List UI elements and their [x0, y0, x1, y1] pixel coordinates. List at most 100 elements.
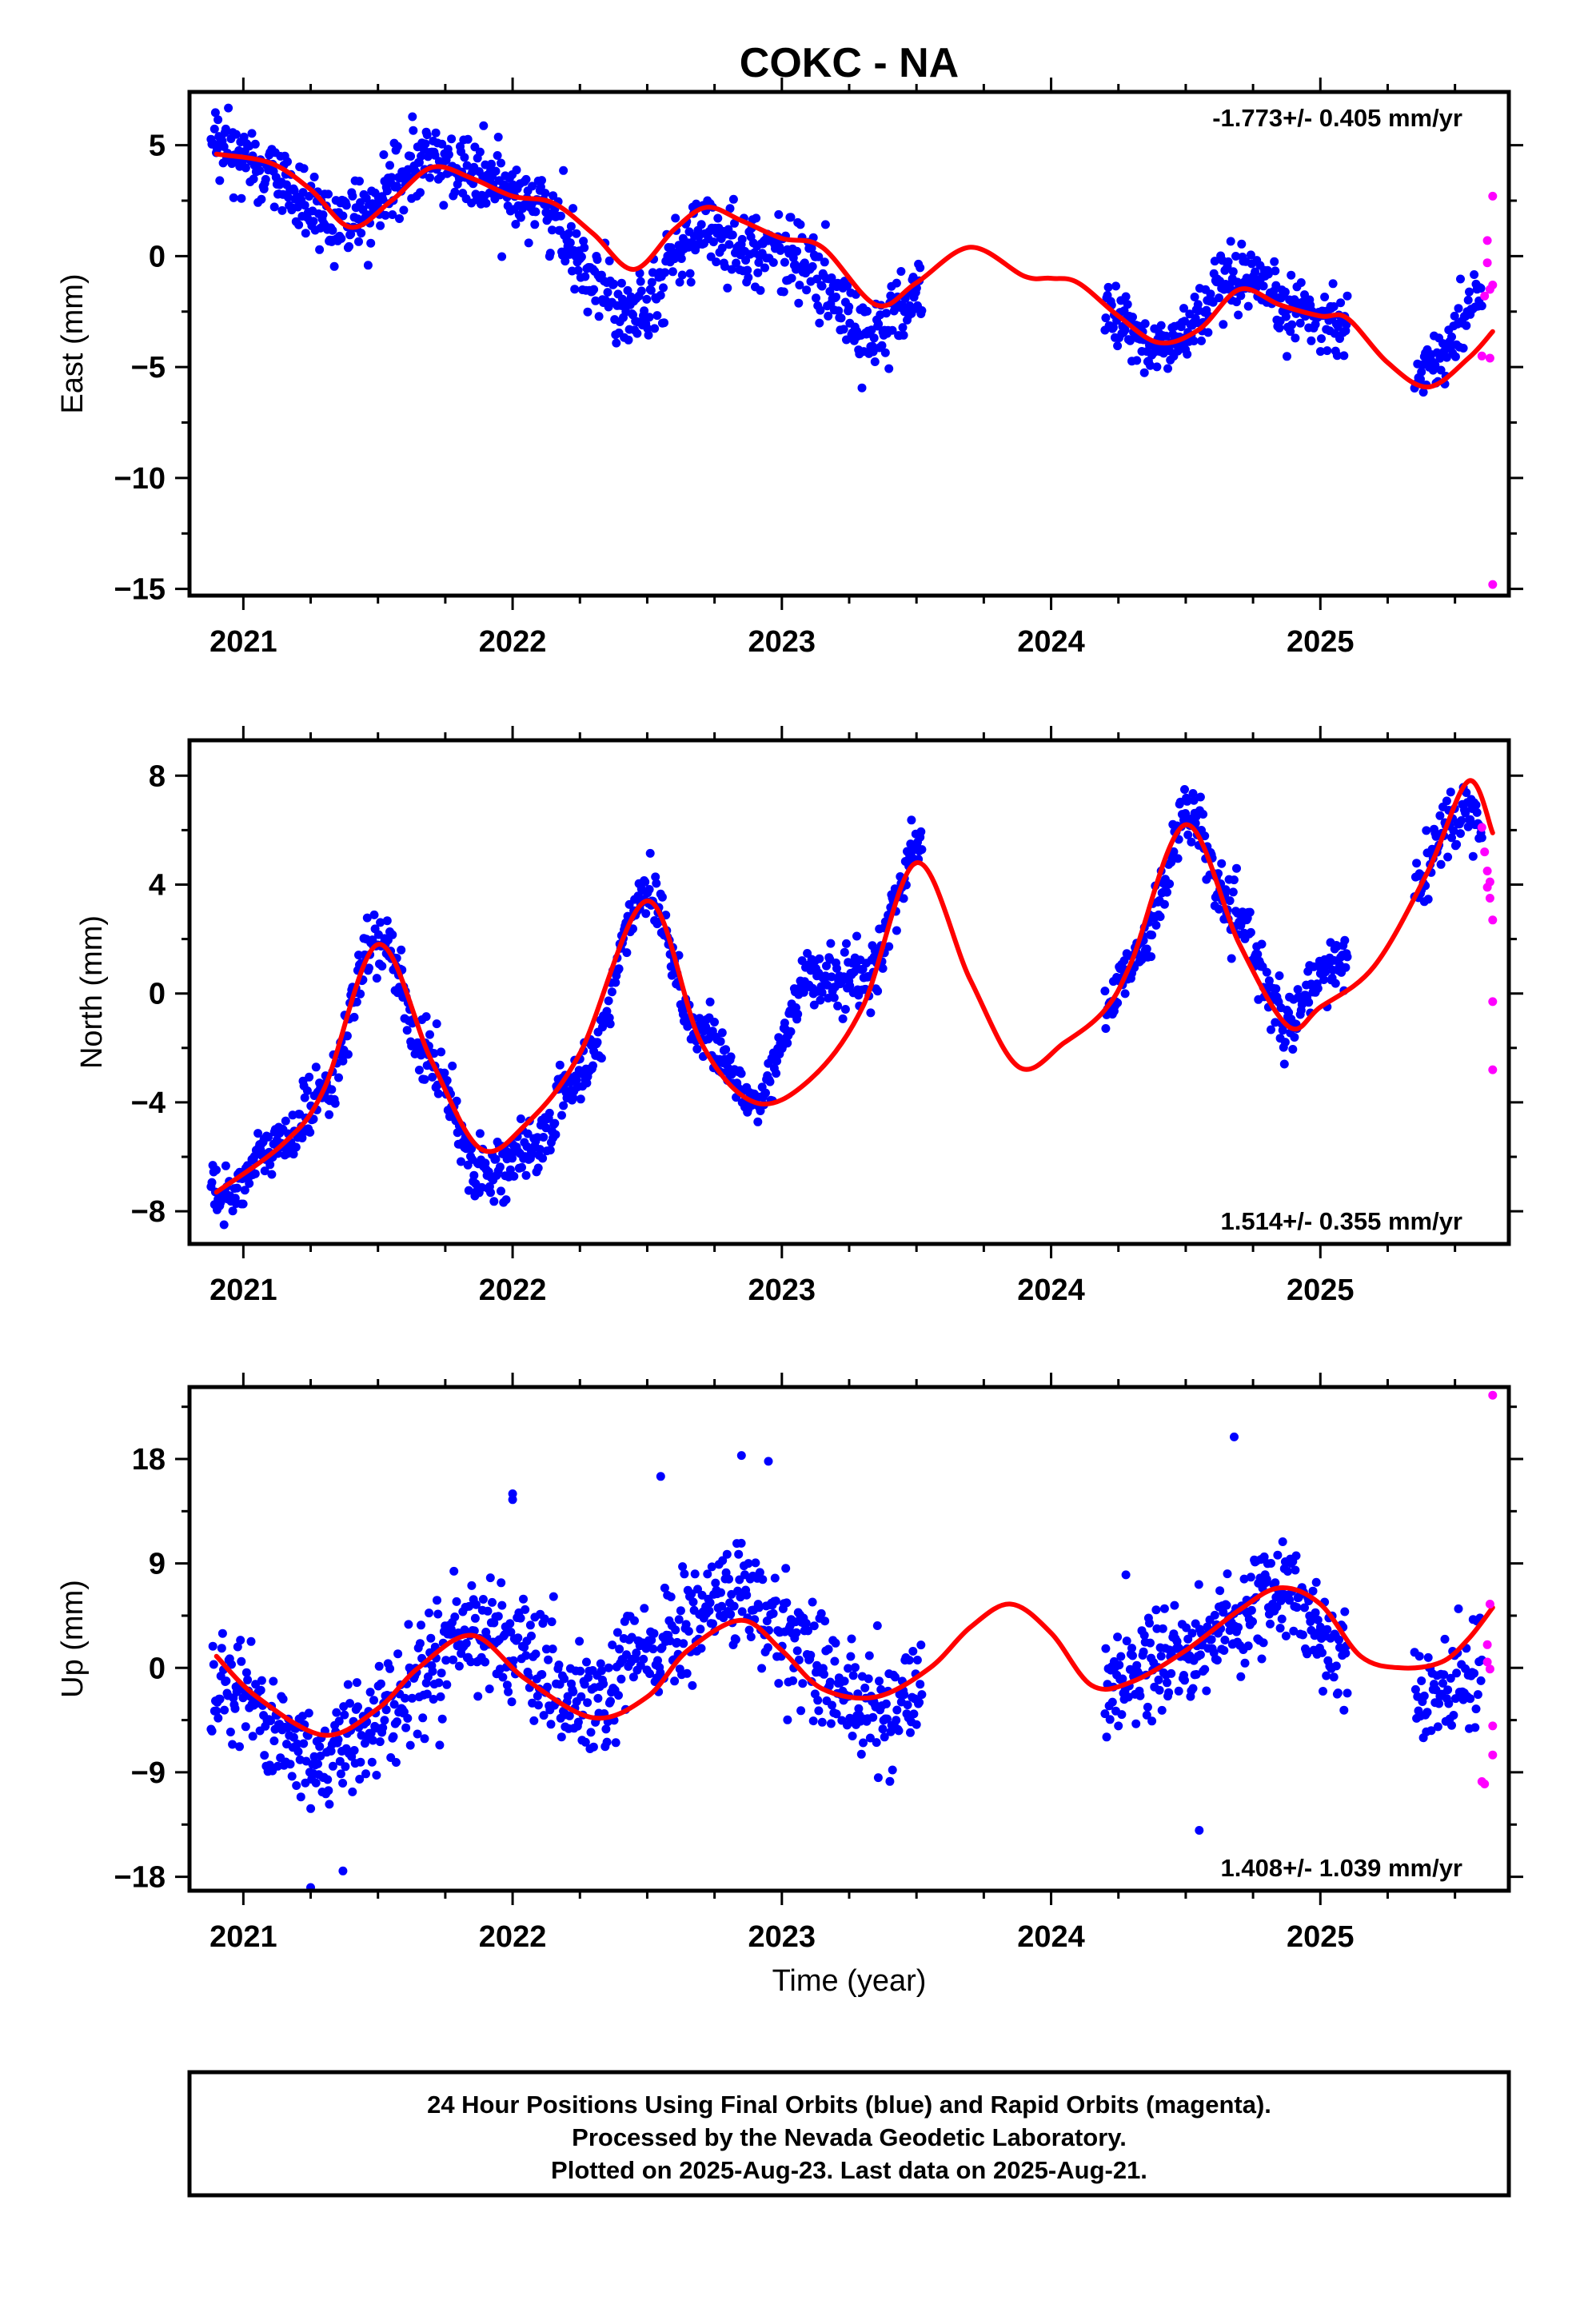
final-orbit-point — [447, 134, 457, 144]
final-orbit-point — [816, 995, 825, 1005]
final-orbit-point — [1200, 831, 1210, 841]
final-orbit-point — [1414, 1652, 1424, 1661]
final-orbit-point — [1462, 788, 1471, 797]
final-orbit-point — [1128, 313, 1137, 322]
final-orbit-point — [757, 1664, 767, 1673]
final-orbit-point — [531, 207, 541, 217]
final-orbit-point — [1322, 1671, 1331, 1680]
final-orbit-point — [647, 1636, 656, 1645]
final-orbit-point — [549, 1592, 558, 1601]
final-orbit-point — [429, 1049, 439, 1058]
final-orbit-point — [603, 288, 612, 297]
final-orbit-point — [696, 1624, 705, 1634]
final-orbit-point — [1329, 1672, 1339, 1682]
final-orbit-point — [478, 1595, 488, 1604]
final-orbit-point — [809, 1000, 819, 1010]
final-orbit-point — [898, 323, 908, 333]
x-tick-label: 2024 — [1017, 1274, 1085, 1307]
y-tick-label: 18 — [132, 1443, 166, 1477]
final-orbit-point — [1220, 1636, 1230, 1644]
final-orbit-point — [389, 1732, 398, 1741]
final-orbit-point — [1155, 912, 1165, 922]
final-orbit-point — [302, 1086, 312, 1095]
final-orbit-point — [1293, 985, 1303, 995]
final-orbit-point — [305, 1127, 315, 1137]
final-orbit-point — [1183, 796, 1192, 806]
final-orbit-point — [641, 909, 651, 919]
final-orbit-point — [1139, 1631, 1149, 1640]
final-orbit-point — [1223, 1569, 1232, 1579]
final-orbit-point — [851, 1663, 860, 1672]
final-orbit-point — [1103, 282, 1113, 292]
final-orbit-point — [432, 1019, 441, 1029]
final-orbit-point — [348, 1787, 357, 1796]
rapid-orbit-point — [1477, 823, 1486, 832]
final-orbit-point — [395, 214, 404, 223]
final-orbit-point — [1226, 237, 1235, 246]
final-orbit-point — [722, 1549, 732, 1559]
final-orbit-point — [1187, 837, 1196, 847]
final-orbit-point — [363, 261, 373, 270]
final-orbit-point — [393, 1717, 401, 1727]
final-orbit-point — [1283, 352, 1291, 361]
final-orbit-point — [765, 1077, 775, 1086]
final-orbit-point — [1228, 267, 1238, 277]
final-orbit-point — [868, 1712, 878, 1722]
final-orbit-point — [772, 1069, 781, 1078]
final-orbit-point — [1195, 792, 1205, 802]
final-orbit-point — [622, 1650, 631, 1660]
final-orbit-point — [671, 1625, 680, 1635]
final-orbit-point — [788, 1676, 798, 1685]
final-orbit-point — [502, 1680, 512, 1690]
final-orbit-point — [1462, 321, 1471, 330]
final-orbit-point — [736, 1538, 746, 1548]
final-orbit-point — [1259, 1638, 1268, 1648]
final-orbit-point — [1278, 1537, 1287, 1546]
final-orbit-point — [425, 1030, 434, 1039]
final-orbit-point — [886, 291, 896, 301]
final-orbit-point — [1155, 1685, 1164, 1695]
final-orbit-point — [240, 1186, 249, 1195]
final-orbit-point — [355, 1775, 365, 1784]
final-orbit-point — [594, 312, 604, 321]
final-orbit-point — [237, 1656, 246, 1666]
final-orbit-point — [834, 306, 844, 316]
final-orbit-point — [717, 243, 727, 253]
final-orbit-point — [814, 1706, 824, 1716]
final-orbit-point — [844, 1664, 853, 1673]
final-orbit-point — [245, 1178, 254, 1188]
final-orbit-point — [848, 1671, 858, 1680]
final-orbit-point — [250, 139, 260, 149]
final-orbit-point — [219, 142, 229, 151]
final-orbit-point — [497, 252, 507, 261]
final-orbit-point — [1217, 859, 1227, 868]
final-orbit-point — [1456, 829, 1465, 839]
final-orbit-point — [1466, 1694, 1475, 1704]
final-orbit-point — [1470, 1723, 1480, 1732]
final-orbit-point — [1251, 267, 1260, 277]
final-orbit-point — [278, 1694, 288, 1704]
final-orbit-point — [742, 1590, 752, 1600]
final-orbit-point — [660, 268, 670, 277]
final-orbit-point — [311, 1778, 321, 1788]
final-orbit-point — [533, 1163, 543, 1173]
final-orbit-point — [462, 161, 472, 170]
final-orbit-point — [1146, 1638, 1155, 1648]
final-orbit-point — [1473, 1690, 1482, 1700]
final-orbit-point — [892, 278, 901, 288]
final-orbit-point — [781, 1564, 791, 1573]
x-tick-label: 2022 — [479, 1920, 547, 1954]
final-orbit-point — [737, 1607, 747, 1616]
final-orbit-point — [509, 1171, 519, 1181]
final-orbit-point — [896, 267, 906, 276]
final-orbit-point — [602, 1737, 612, 1747]
final-orbit-point — [1180, 785, 1189, 794]
final-orbit-point — [692, 199, 701, 209]
final-orbit-point — [1290, 1033, 1299, 1042]
final-orbit-point — [452, 1096, 461, 1106]
final-orbit-point — [431, 128, 441, 138]
final-orbit-point — [753, 268, 763, 277]
final-orbit-point — [572, 1075, 581, 1085]
final-orbit-point — [541, 1644, 551, 1654]
final-orbit-point — [1190, 293, 1199, 301]
